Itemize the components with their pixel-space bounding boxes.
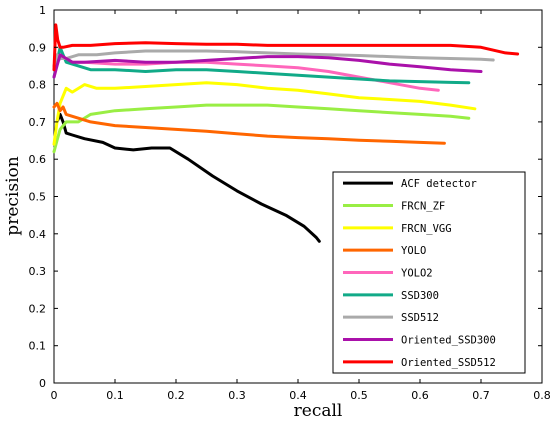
legend-label: ACF detector <box>401 178 477 190</box>
x-tick-label: 0.4 <box>289 389 307 402</box>
x-tick-label: 0.2 <box>167 389 185 402</box>
y-tick-label: 0.9 <box>29 41 47 54</box>
legend-label: YOLO <box>401 245 426 257</box>
plot-area <box>52 9 543 384</box>
x-tick-label: 0.1 <box>106 389 124 402</box>
y-tick-label: 1 <box>39 4 46 17</box>
legend-label: FRCN_VGG <box>401 223 452 235</box>
y-tick-label: 0.2 <box>29 302 47 315</box>
y-tick-label: 0.3 <box>29 265 47 278</box>
y-axis: 0 0.1 0.2 0.3 0.4 0.5 0.6 0.7 0.8 0.9 1 <box>29 4 542 390</box>
series-line-oriented-ssd300 <box>52 53 483 79</box>
y-tick-label: 0.8 <box>29 79 47 92</box>
x-axis: 0 0.1 0.2 0.3 0.4 0.5 0.6 0.7 0.8 <box>51 10 550 402</box>
legend-label: SSD300 <box>401 290 439 302</box>
y-tick-label: 0.1 <box>29 340 47 353</box>
x-tick-label: 0.5 <box>350 389 368 402</box>
series-line-frcn-vgg <box>52 81 477 146</box>
series-line-yolo <box>52 101 446 145</box>
y-tick-label: 0 <box>39 377 46 390</box>
x-tick-label: 0.3 <box>228 389 246 402</box>
legend-label: Oriented_SSD512 <box>401 357 496 369</box>
series-line-ssd512 <box>52 49 495 68</box>
x-tick-label: 0 <box>51 389 58 402</box>
y-axis-title: precision <box>3 156 23 235</box>
y-tick-label: 0.6 <box>29 153 47 166</box>
x-axis-title: recall <box>294 401 343 421</box>
series-line-acf-detector <box>55 112 321 243</box>
series-line-frcn-zf <box>52 103 471 154</box>
series-line-oriented-ssd512 <box>52 23 520 72</box>
legend-label: FRCN_ZF <box>401 201 445 213</box>
legend: ACF detector FRCN_ZF FRCN_VGG YOLO YOLO2 SSD3… <box>332 171 526 374</box>
x-tick-label: 0.8 <box>533 389 550 402</box>
y-tick-label: 0.4 <box>29 228 47 241</box>
legend-label: SSD512 <box>401 312 439 324</box>
y-tick-label: 0.5 <box>29 191 47 204</box>
x-tick-label: 0.6 <box>411 389 429 402</box>
y-tick-label: 0.7 <box>29 116 47 129</box>
legend-label: YOLO2 <box>401 268 433 280</box>
legend-label: Oriented_SSD300 <box>401 335 496 347</box>
x-tick-label: 0.7 <box>472 389 490 402</box>
